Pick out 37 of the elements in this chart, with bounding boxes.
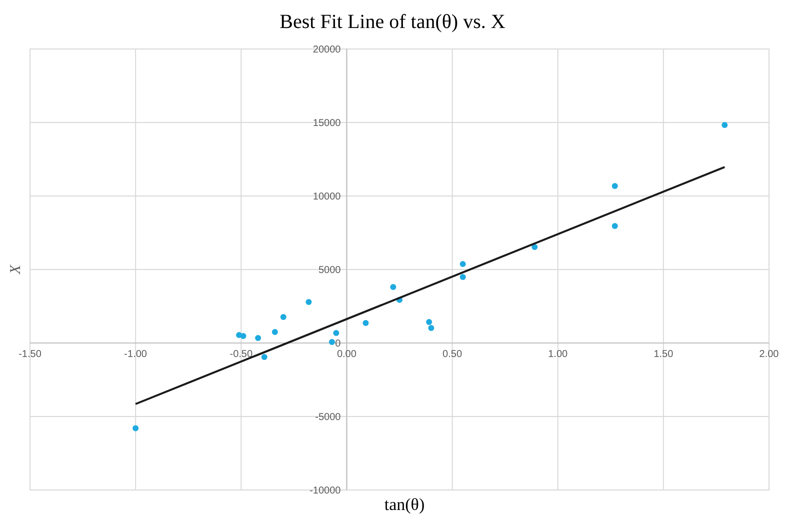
x-tick-label: -0.50 [230,349,253,360]
point [280,314,286,320]
point [306,298,312,305]
chart-title: Best Fit Line of tan(θ) vs. X [280,11,506,33]
x-tick-label: 2.00 [759,349,780,360]
point [240,332,246,339]
y-tick-label: 5000 [318,265,342,276]
y-tick-label: -5000 [315,412,342,423]
x-tick-label: -1.50 [18,349,42,360]
point [722,122,728,128]
point [612,183,618,190]
x-tick-label: 0.00 [336,349,357,360]
y-tick-label: 0 [335,338,342,350]
x-axis-title: tan(θ) [384,495,425,514]
point [612,222,618,229]
point [255,335,262,341]
y-tick-label: 15000 [312,118,342,129]
point [532,244,538,250]
point [390,284,396,290]
point [132,425,139,432]
point [328,338,335,345]
point [333,330,340,336]
point [460,274,466,280]
y-tick-label: 20000 [312,44,342,56]
y-axis-title: X [8,264,24,276]
point [362,320,369,326]
x-tick-label: 0.50 [442,349,462,360]
point [426,318,432,325]
y-tick-label: 10000 [312,192,342,202]
point [428,325,434,332]
x-tick-label: 1.00 [548,349,568,360]
y-tick-label: -10000 [310,486,342,496]
point [261,354,268,360]
point [272,328,278,335]
point [460,261,466,268]
x-tick-label: -1.00 [124,349,148,360]
x-tick-label: 1.50 [654,349,674,360]
